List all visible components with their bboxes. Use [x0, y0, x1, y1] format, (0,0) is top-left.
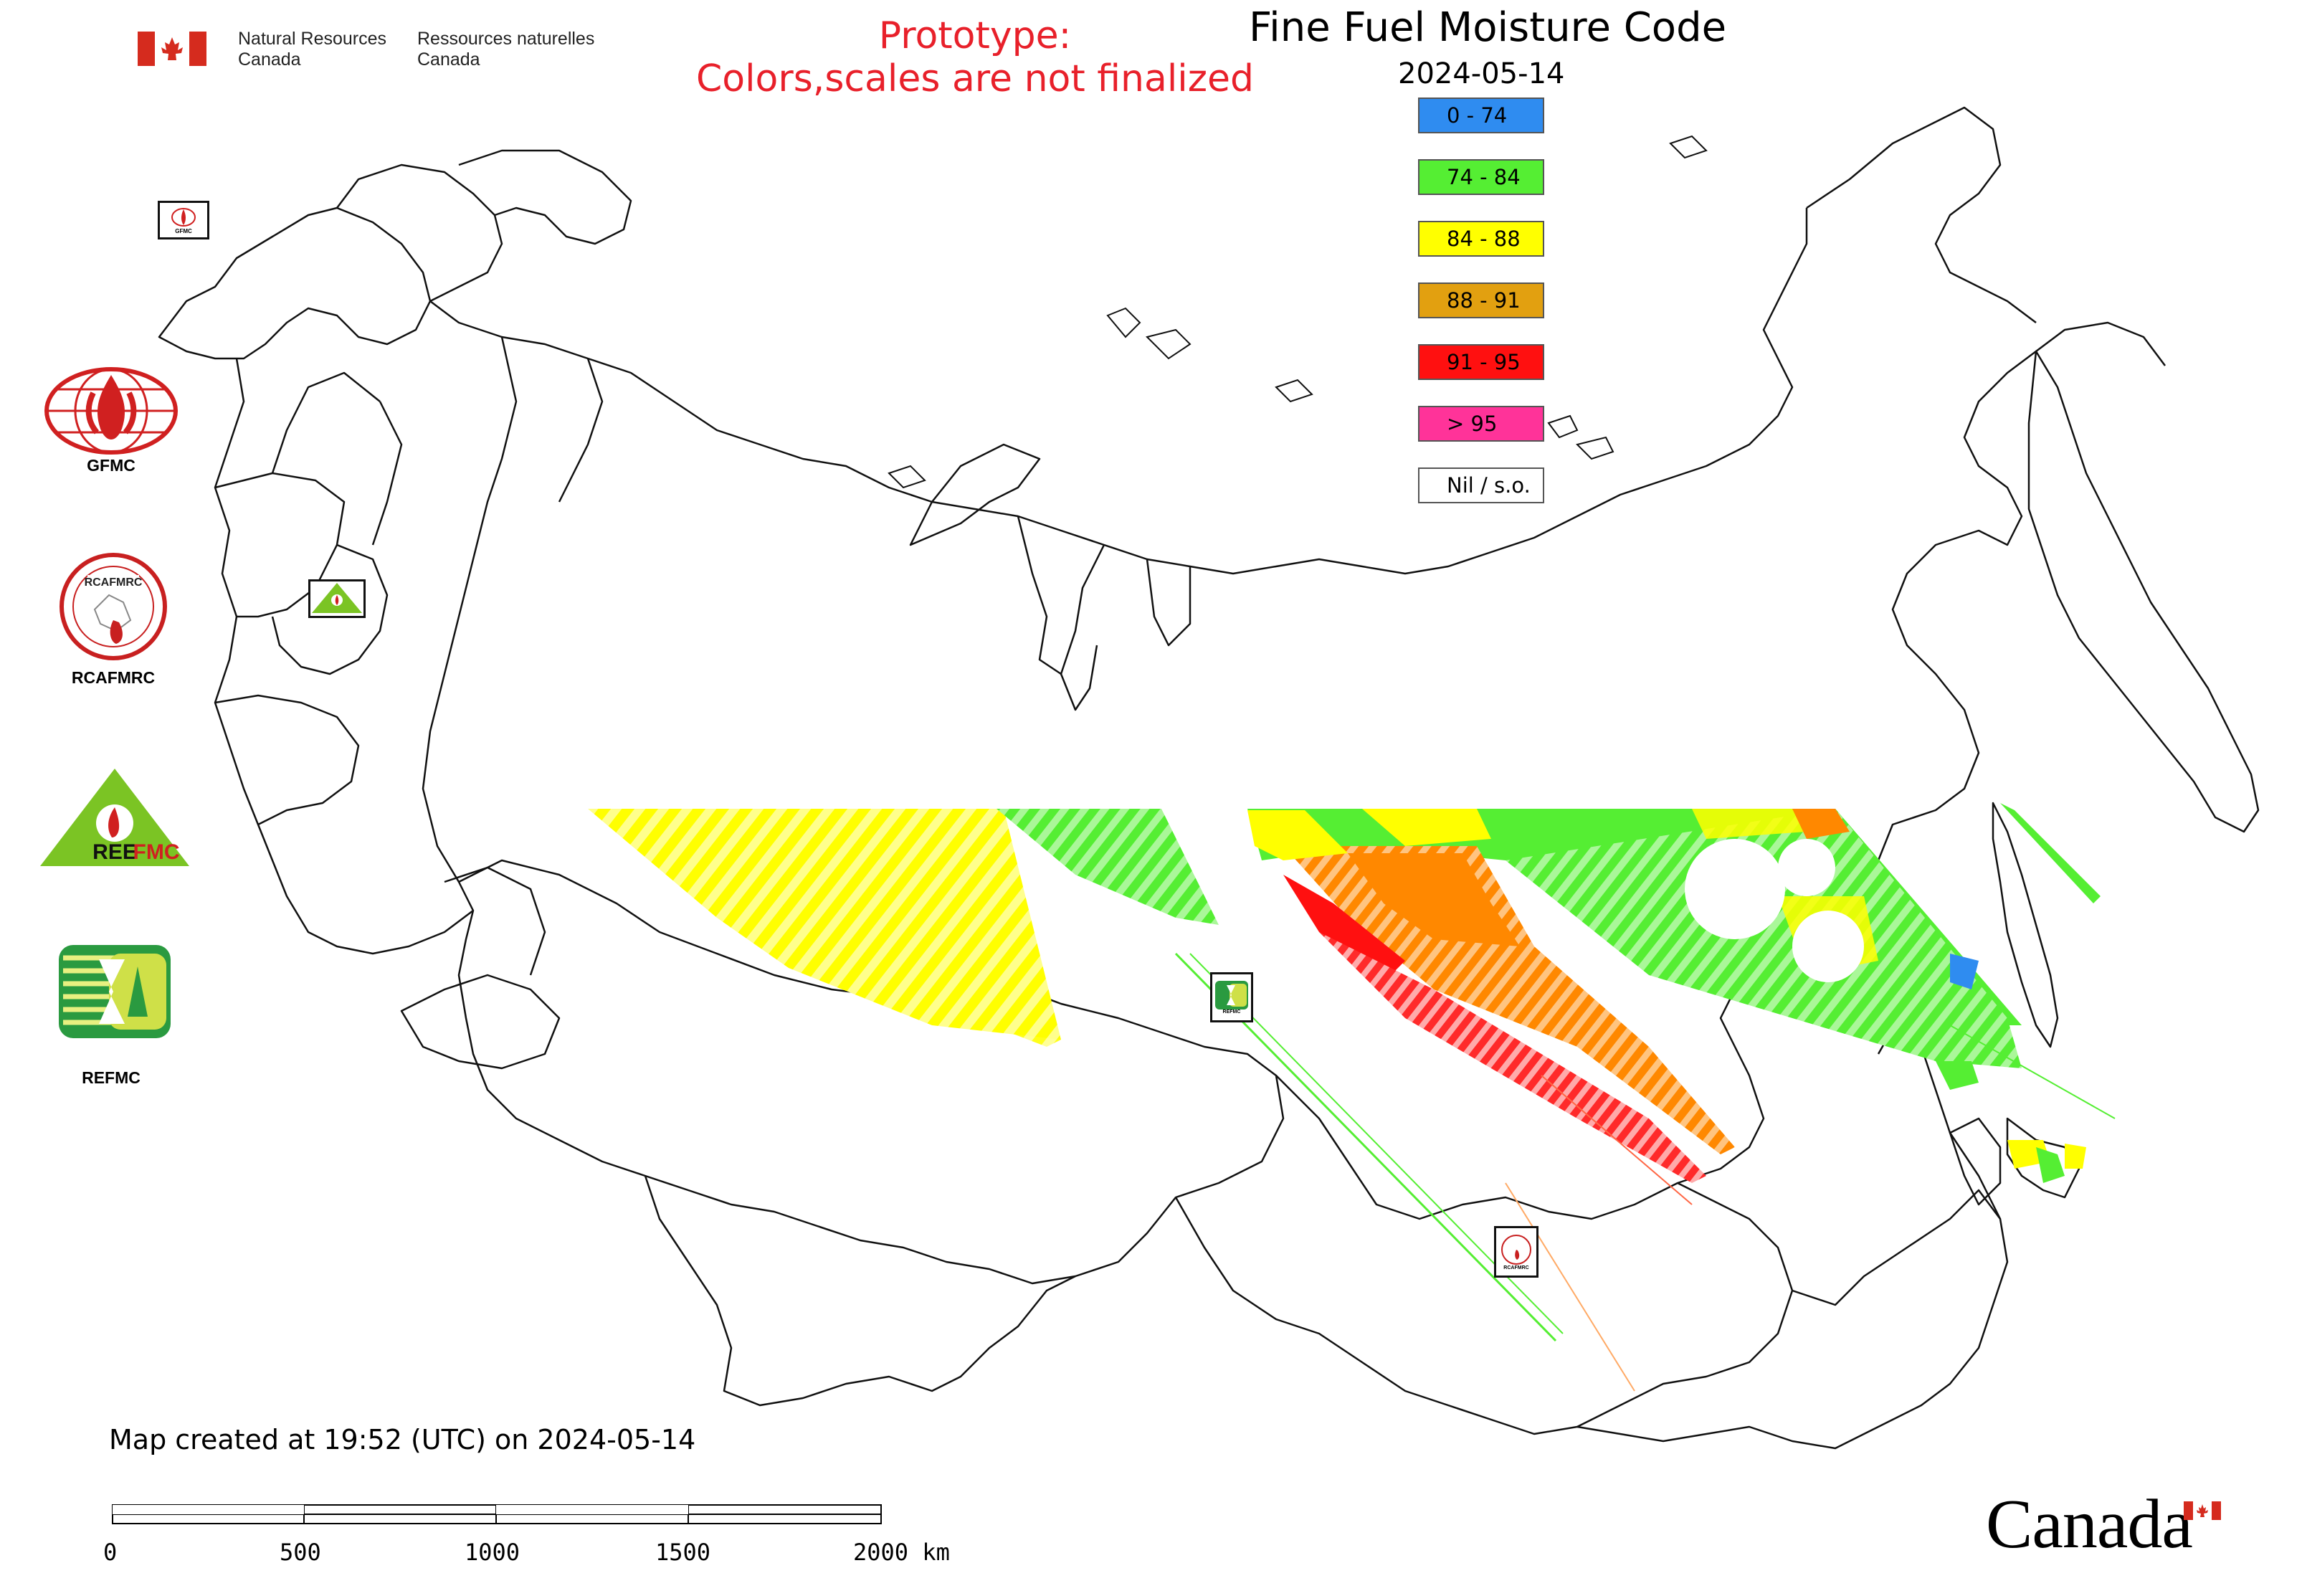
scale-tick-2000: 2000 km [853, 1539, 950, 1566]
canada-flag-small-icon [2184, 1501, 2221, 1520]
legend-item-label: 84 - 88 [1447, 227, 1521, 251]
map-title: Fine Fuel Moisture Code [1249, 4, 1727, 51]
refmc-badge-label: REFMC [1222, 1009, 1241, 1015]
legend-item-label: Nil / s.o. [1447, 473, 1531, 498]
fire-index-overlay [588, 803, 2116, 1392]
scale-tick-1500: 1500 [655, 1539, 711, 1566]
nrcan-flag [138, 32, 206, 66]
svg-text:RCAFMRC: RCAFMRC [85, 576, 143, 589]
legend-item: 74 - 84 [1418, 159, 1544, 195]
canada-flag-icon [138, 32, 206, 66]
legend-item-label: > 95 [1447, 412, 1498, 436]
scale-bar [112, 1504, 882, 1524]
region-84-88-west-tail [746, 903, 1061, 1047]
canada-wordmark-flag [2184, 1501, 2221, 1520]
prototype-line1: Prototype: [878, 14, 1072, 57]
rcafmrc-seal-icon: RCAFMRC [60, 553, 167, 660]
region-84-88-west [588, 809, 1061, 1040]
legend-item-label: 91 - 95 [1447, 350, 1521, 374]
country-boundaries [158, 106, 2260, 1450]
refmc-label: REFMC [82, 1068, 141, 1087]
scale-bar-graphic [112, 1504, 882, 1524]
map-date: 2024-05-14 [1398, 57, 1565, 90]
reefmc-badge-icon [312, 583, 362, 613]
canada-wordmark: Canada [1986, 1484, 2193, 1564]
reefmc-logo: REE FMC [37, 766, 192, 873]
region-74-84-center [997, 809, 1219, 925]
rcafmrc-badge-icon [1501, 1234, 1531, 1265]
region-74-84-streaks [1506, 809, 2022, 1068]
legend-item-label: 0 - 74 [1447, 103, 1508, 128]
legend-item: 0 - 74 [1418, 98, 1544, 133]
gfmc-badge-icon [171, 207, 196, 227]
legend-item-label: 74 - 84 [1447, 165, 1521, 189]
region-91-95 [1283, 875, 1405, 975]
svg-text:FMC: FMC [133, 840, 180, 864]
prototype-warning: Prototype: Colors,scales are not finaliz… [674, 14, 1276, 100]
refmc-logo [59, 945, 171, 1038]
legend-item: Nil / s.o. [1418, 467, 1544, 503]
org-name-fr-line1: Ressources naturelles [417, 29, 595, 49]
region-88-91-solid [1348, 853, 1520, 946]
gfmc-globe-icon [44, 367, 178, 455]
prototype-line2: Colors,scales are not finalized [695, 57, 1255, 100]
map-created-note: Map created at 19:52 (UTC) on 2024-05-14 [109, 1424, 696, 1455]
region-88-91 [1283, 846, 1735, 1154]
refmc-sigma-icon [59, 945, 171, 1038]
scale-tick-0: 0 [103, 1539, 118, 1566]
scale-tick-500: 500 [280, 1539, 321, 1566]
gfmc-badge: GFMC [158, 201, 209, 239]
gfmc-logo [43, 364, 179, 457]
rcafmrc-logo: RCAFMRC [59, 552, 168, 661]
rcafmrc-badge: RCAFMRC [1494, 1226, 1538, 1278]
org-name-fr: Ressources naturelles Canada [417, 29, 594, 70]
legend-item: 88 - 91 [1418, 282, 1544, 318]
canada-wordmark-text: Canada [1986, 1486, 2193, 1563]
legend-item: > 95 [1418, 406, 1544, 442]
svg-text:REE: REE [92, 840, 137, 864]
region-91-95-streaks [1319, 932, 1706, 1183]
legend-item-label: 88 - 91 [1447, 288, 1521, 313]
org-name-en: Natural Resources Canada [238, 29, 386, 70]
gfmc-label: GFMC [87, 456, 135, 475]
region-0-74 [1950, 954, 1979, 989]
org-name-en-line1: Natural Resources [238, 29, 387, 49]
gfmc-badge-label: GFMC [175, 227, 192, 234]
scale-tick-1000: 1000 [465, 1539, 520, 1566]
legend-item: 84 - 88 [1418, 221, 1544, 257]
arctic-islands [888, 135, 1708, 489]
org-name-fr-line2: Canada [417, 49, 480, 70]
legend-item: 91 - 95 [1418, 344, 1544, 380]
refmc-badge: REFMC [1210, 972, 1253, 1022]
refmc-badge-icon [1215, 980, 1248, 1010]
reefmc-badge [308, 579, 366, 618]
reefmc-triangle-icon: REE FMC [40, 769, 189, 866]
region-84-88-east-a [1247, 810, 1348, 860]
rcafmrc-badge-label: RCAFMRC [1503, 1265, 1529, 1270]
rcafmrc-label: RCAFMRC [71, 668, 156, 687]
org-name-en-line2: Canada [238, 49, 301, 70]
